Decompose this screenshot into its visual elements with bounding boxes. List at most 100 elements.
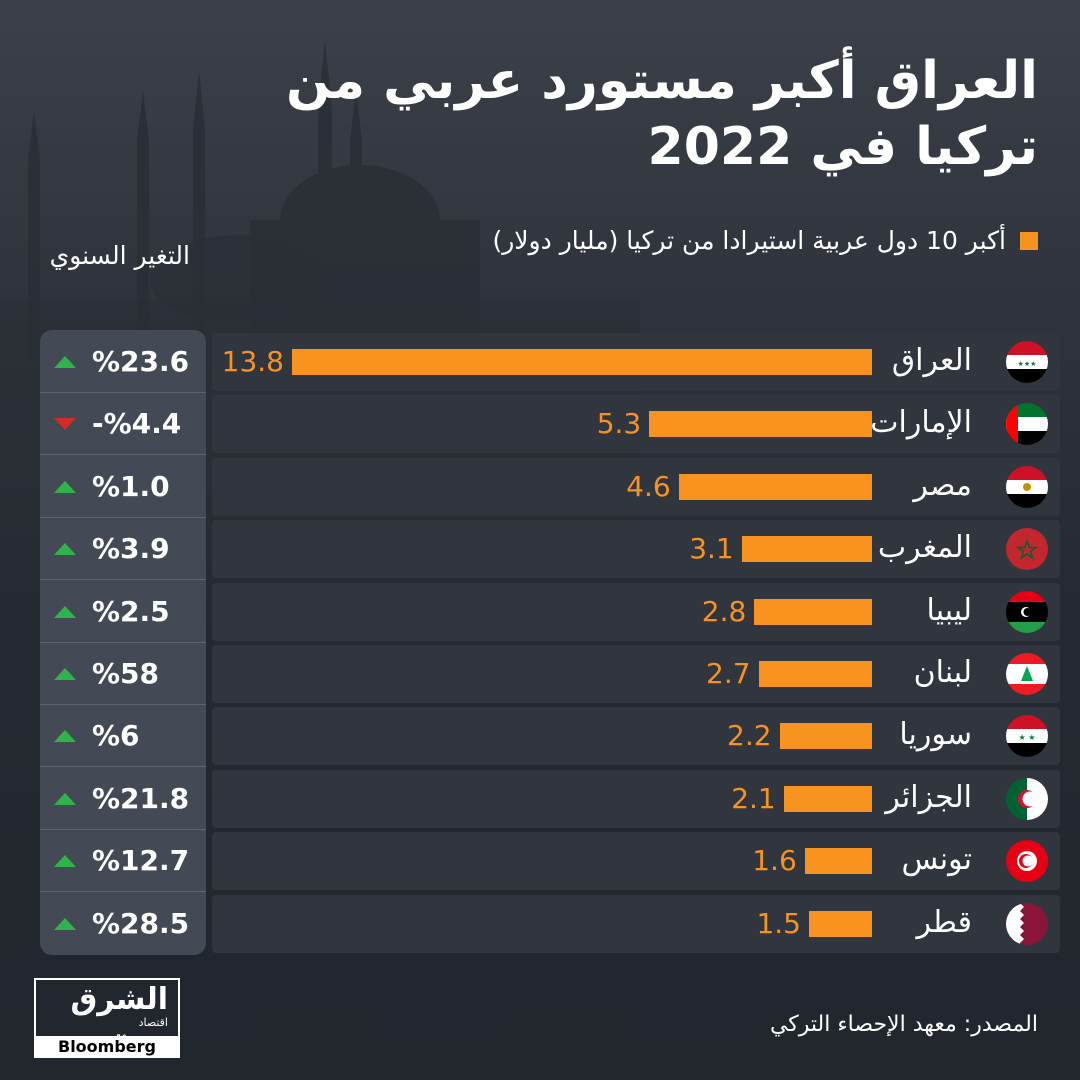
bar-row: 5.3 الإمارات <box>212 395 1060 453</box>
row-divider <box>40 641 206 643</box>
row-divider <box>40 891 206 893</box>
category-label: المغرب <box>877 530 972 565</box>
annual-change-row: %3.9 <box>40 518 206 581</box>
annual-change-row: %6 <box>40 705 206 768</box>
annual-change-value: %28.5 <box>92 906 190 940</box>
algeria-flag-icon <box>1006 778 1048 820</box>
bar <box>741 536 872 562</box>
annual-change-panel: %23.6 -%4.4 %1.0 %3.9 %2.5 %58 %6 %21.8 %12.7 %28… <box>40 330 206 955</box>
qatar-flag-icon <box>1006 903 1048 945</box>
bar-value-label: 1.6 <box>752 844 797 877</box>
bar-row: 2.1 الجزائر <box>212 770 1060 828</box>
annual-change-row: %28.5 <box>40 893 206 955</box>
annual-change-value: %2.5 <box>92 594 170 628</box>
up-triangle-icon <box>54 917 76 930</box>
libya-flag-icon <box>1006 591 1048 633</box>
category-label: ليبيا <box>926 593 972 628</box>
bar-value-label: 5.3 <box>596 407 642 440</box>
up-triangle-icon <box>54 356 76 368</box>
category-label: لبنان <box>913 655 972 690</box>
row-divider <box>40 828 206 830</box>
category-label: قطر <box>916 905 972 940</box>
annual-change-value: %12.7 <box>92 844 190 878</box>
egypt-flag-icon <box>1006 466 1048 508</box>
up-triangle-icon <box>54 543 76 556</box>
up-triangle-icon <box>54 480 76 493</box>
annual-change-row: %12.7 <box>40 830 206 893</box>
annual-change-value: %23.6 <box>92 345 190 378</box>
bar-value-label: 3.1 <box>689 532 734 565</box>
legend: أكبر 10 دول عربية استيرادا من تركيا (ملي… <box>492 226 1038 255</box>
bar-value-label: 2.8 <box>701 595 747 628</box>
bar-value-label: 2.2 <box>727 719 772 752</box>
bar <box>779 723 872 749</box>
asharq-bloomberg-logo: الشرق اقتصاد مع Bloomberg <box>34 978 180 1058</box>
annual-change-value: %6 <box>92 719 140 753</box>
source-note: المصدر: معهد الإحصاء التركي <box>769 1012 1038 1037</box>
syria-flag-icon: ★ ★ <box>1006 715 1048 757</box>
annual-change-value: %58 <box>92 657 160 690</box>
logo-sub: اقتصاد <box>138 1016 168 1029</box>
annual-change-header: التغير السنوي <box>49 241 190 270</box>
category-label: تونس <box>901 842 972 877</box>
annual-change-row: %23.6 <box>40 331 206 393</box>
bar-row: 1.6 تونس <box>212 832 1060 890</box>
annual-change-value: -%4.4 <box>92 407 182 441</box>
logo-name: الشرق <box>70 982 168 1017</box>
row-divider <box>40 704 206 705</box>
annual-change-value: %21.8 <box>92 781 190 815</box>
svg-text:★★★: ★★★ <box>1018 360 1037 368</box>
bar <box>292 349 872 375</box>
bar <box>649 411 872 437</box>
bar-row: 2.8 ليبيا <box>212 583 1060 641</box>
row-divider <box>40 392 206 393</box>
annual-change-value: %3.9 <box>92 532 170 566</box>
bar-value-label: 2.1 <box>731 782 776 815</box>
lebanon-flag-icon <box>1006 653 1048 695</box>
down-triangle-icon <box>54 418 76 431</box>
up-triangle-icon <box>54 855 76 868</box>
morocco-flag-icon <box>1006 528 1048 570</box>
bar <box>678 474 872 500</box>
chart-title: العراق أكبر مستورد عربي من تركيا في 2022 <box>286 51 1038 177</box>
annual-change-row: %58 <box>40 643 206 705</box>
row-divider <box>40 766 206 768</box>
category-label: العراق <box>891 343 972 378</box>
bar-value-label: 2.7 <box>706 657 751 690</box>
category-label: الجزائر <box>885 780 972 815</box>
bar-row: 3.1 المغرب <box>212 520 1060 578</box>
tunisia-flag-icon <box>1006 840 1048 882</box>
bar-row: 1.5 قطر <box>212 895 1060 953</box>
bar <box>808 911 872 937</box>
category-label: مصر <box>913 468 972 503</box>
annual-change-row: %21.8 <box>40 768 206 830</box>
up-triangle-icon <box>54 730 76 743</box>
annual-change-row: %2.5 <box>40 581 206 643</box>
bar <box>804 848 872 874</box>
up-triangle-icon <box>54 605 76 618</box>
row-divider <box>40 516 206 518</box>
up-triangle-icon <box>54 668 76 680</box>
logo-with: مع <box>116 1030 127 1041</box>
annual-change-row: -%4.4 <box>40 393 206 456</box>
up-triangle-icon <box>54 792 76 805</box>
bar <box>783 786 872 812</box>
bar-row: 2.2 سوريا ★ ★ <box>212 707 1060 765</box>
bar <box>754 599 872 625</box>
annual-change-value: %1.0 <box>92 469 170 503</box>
bar <box>758 661 872 687</box>
iraq-flag-icon: ★★★ <box>1006 341 1048 383</box>
svg-text:★ ★: ★ ★ <box>1019 733 1036 742</box>
bar-value-label: 4.6 <box>626 470 671 503</box>
uae-flag-icon <box>1006 403 1048 445</box>
row-divider <box>40 454 206 456</box>
legend-swatch <box>1020 231 1038 250</box>
bar-row: 13.8 العراق ★★★ <box>212 333 1060 391</box>
category-label: الإمارات <box>870 405 972 440</box>
bar-row: 2.7 لبنان <box>212 645 1060 703</box>
annual-change-row: %1.0 <box>40 456 206 518</box>
legend-label: أكبر 10 دول عربية استيرادا من تركيا (ملي… <box>492 226 1006 255</box>
category-label: سوريا <box>899 717 972 752</box>
bar-value-label: 13.8 <box>221 345 284 378</box>
